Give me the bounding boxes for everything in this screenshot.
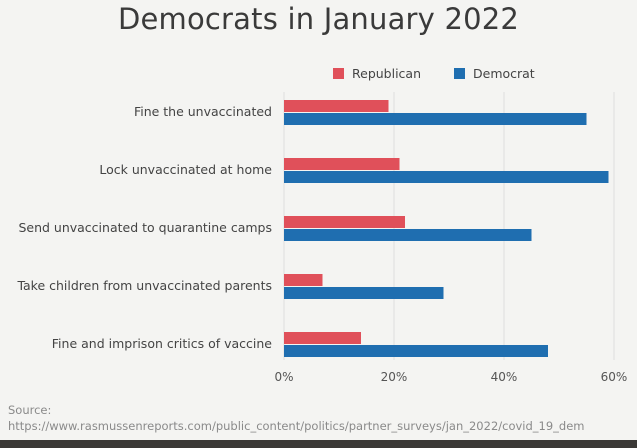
legend-swatch <box>454 68 465 79</box>
source-url: https://www.rasmussenreports.com/public_… <box>8 419 585 433</box>
legend-label: Republican <box>352 66 421 81</box>
source-label: Source: <box>8 403 52 417</box>
x-tick-label: 60% <box>601 370 628 384</box>
bar-chart: 0% 20% 40% 60% Republican Democrat Fine the un… <box>16 66 628 384</box>
bar-republican <box>284 158 400 170</box>
bar-republican <box>284 274 323 286</box>
bar-democrat <box>284 287 444 299</box>
x-tick-label: 0% <box>274 370 293 384</box>
bar-republican <box>284 332 361 344</box>
bar-democrat <box>284 171 609 183</box>
x-tick-label: 40% <box>491 370 518 384</box>
category-label: Send unvaccinated to quarantine camps <box>18 220 272 235</box>
legend-swatch <box>333 68 344 79</box>
bar-democrat <box>284 229 532 241</box>
category-label: Take children from unvaccinated parents <box>16 278 272 293</box>
source-note: Source: https://www.rasmussenreports.com… <box>8 402 585 434</box>
bar-republican <box>284 100 389 112</box>
bar-republican <box>284 216 405 228</box>
category-label: Lock unvaccinated at home <box>99 162 272 177</box>
x-tick-label: 20% <box>381 370 408 384</box>
bar-democrat <box>284 113 587 125</box>
chart-title: Democrats in January 2022 <box>117 2 520 36</box>
bottom-strip <box>0 440 637 448</box>
category-label: Fine and imprison critics of vaccine <box>52 336 273 351</box>
bar-democrat <box>284 345 548 357</box>
category-label: Fine the unvaccinated <box>134 104 272 119</box>
legend-label: Democrat <box>473 66 535 81</box>
